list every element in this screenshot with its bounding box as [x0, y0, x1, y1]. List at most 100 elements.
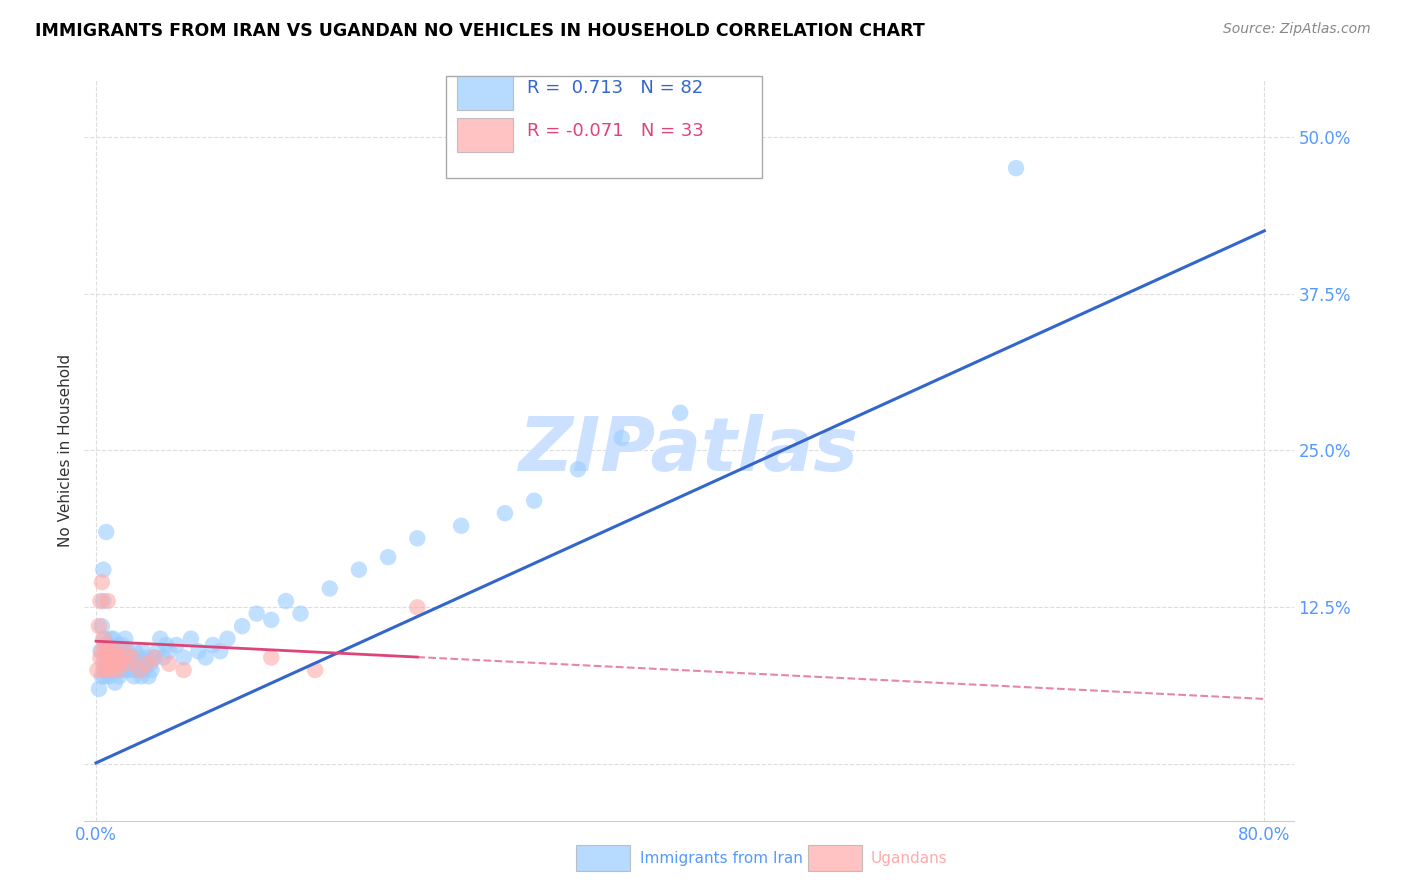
Point [111, 663, 134, 677]
Point [157, 644, 180, 658]
Point [97, 638, 120, 652]
Point [304, 663, 326, 677]
Point [1005, 161, 1028, 175]
Point [134, 663, 156, 677]
Point [114, 644, 136, 658]
Point [93, 563, 115, 577]
Point [103, 657, 125, 671]
Point [100, 632, 122, 646]
Point [94, 669, 117, 683]
Point [96, 524, 118, 539]
Point [98, 669, 121, 683]
Point [318, 582, 340, 596]
Point [105, 663, 128, 677]
Point [231, 619, 253, 633]
Point [141, 663, 163, 677]
Point [101, 663, 124, 677]
Point [138, 669, 160, 683]
Point [86, 663, 108, 677]
Point [260, 650, 283, 665]
Point [100, 644, 122, 658]
Y-axis label: No Vehicles in Household: No Vehicles in Household [58, 354, 73, 547]
Point [117, 644, 139, 658]
Point [93, 657, 115, 671]
Point [567, 462, 589, 476]
Point [209, 644, 232, 658]
Point [217, 632, 239, 646]
Point [97, 650, 120, 665]
Text: ZIPatlas: ZIPatlas [519, 414, 859, 487]
Point [131, 669, 153, 683]
Point [201, 638, 224, 652]
Point [94, 632, 117, 646]
Point [669, 406, 692, 420]
Point [87, 681, 110, 696]
Point [90, 619, 112, 633]
Point [93, 632, 115, 646]
Point [96, 663, 118, 677]
Point [101, 663, 124, 677]
Point [98, 657, 121, 671]
Point [96, 663, 118, 677]
Point [93, 594, 115, 608]
Point [127, 657, 149, 671]
Point [89, 650, 111, 665]
Point [107, 663, 129, 677]
Point [108, 669, 131, 683]
Point [143, 650, 166, 665]
Point [111, 638, 134, 652]
Point [103, 632, 125, 646]
Point [187, 644, 209, 658]
Point [94, 638, 117, 652]
Point [180, 632, 202, 646]
Text: Ugandans: Ugandans [870, 851, 948, 866]
Point [121, 650, 143, 665]
Point [152, 650, 174, 665]
Point [89, 594, 111, 608]
Point [111, 650, 134, 665]
Point [120, 663, 142, 677]
Point [90, 669, 112, 683]
Point [117, 657, 139, 671]
Point [194, 650, 217, 665]
Point [135, 657, 157, 671]
Point [610, 431, 633, 445]
Point [128, 663, 150, 677]
Point [107, 657, 129, 671]
Text: Immigrants from Iran: Immigrants from Iran [640, 851, 803, 866]
Point [112, 657, 135, 671]
Point [89, 644, 111, 658]
Point [132, 644, 155, 658]
Point [90, 575, 112, 590]
Point [104, 657, 127, 671]
Point [114, 632, 136, 646]
Text: Source: ZipAtlas.com: Source: ZipAtlas.com [1223, 22, 1371, 37]
Point [121, 650, 143, 665]
Point [377, 550, 399, 565]
Point [143, 650, 166, 665]
Point [114, 650, 136, 665]
Point [110, 644, 132, 658]
Point [347, 563, 370, 577]
Point [100, 644, 122, 658]
Point [165, 638, 187, 652]
Text: IMMIGRANTS FROM IRAN VS UGANDAN NO VEHICLES IN HOUSEHOLD CORRELATION CHART: IMMIGRANTS FROM IRAN VS UGANDAN NO VEHIC… [35, 22, 925, 40]
Point [103, 650, 125, 665]
Point [128, 650, 150, 665]
Point [155, 638, 177, 652]
Point [494, 506, 516, 520]
Point [450, 518, 472, 533]
Point [115, 663, 138, 677]
Point [107, 638, 129, 652]
Point [108, 657, 131, 671]
Point [122, 669, 145, 683]
Point [87, 619, 110, 633]
Point [104, 644, 127, 658]
Point [125, 663, 148, 677]
Point [523, 493, 546, 508]
Point [108, 650, 131, 665]
Point [260, 613, 283, 627]
Point [118, 657, 141, 671]
Point [90, 644, 112, 658]
Point [406, 531, 429, 545]
